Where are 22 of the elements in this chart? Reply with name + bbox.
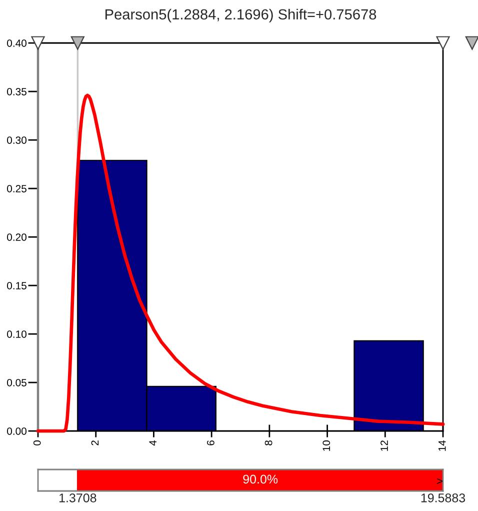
y-tick-label: 0.35 [7,88,26,96]
y-tick-label: 0.10 [7,330,26,338]
x-tick-label: 10 [322,440,330,451]
chart-title: Pearson5(1.2884, 2.1696) Shift=+0.75678 [105,8,376,22]
y-tick-label: 0.25 [7,185,26,192]
x-tick-label: 2 [91,440,99,446]
text: 19.5883 [421,493,466,502]
y-tick-label: 0.30 [7,136,26,144]
x-tick-label: 4 [149,440,156,446]
x-tick-label: 0 [33,440,41,446]
x-tick-label: 8 [264,440,272,446]
y-tick-label: 0.05 [7,379,26,386]
x-tick-label: 6 [206,440,214,446]
y-tick-label: 0.20 [7,234,26,241]
text: 1.3708 [59,493,96,502]
x-tick-label: 14 [438,440,446,451]
y-tick-label: 0.40 [7,40,26,47]
text: 90.0% [243,474,278,484]
x-tick-label: 12 [380,440,388,451]
text: > [437,478,442,484]
y-tick-label: 0.00 [7,428,26,435]
y-tick-label: 0.15 [7,282,26,290]
